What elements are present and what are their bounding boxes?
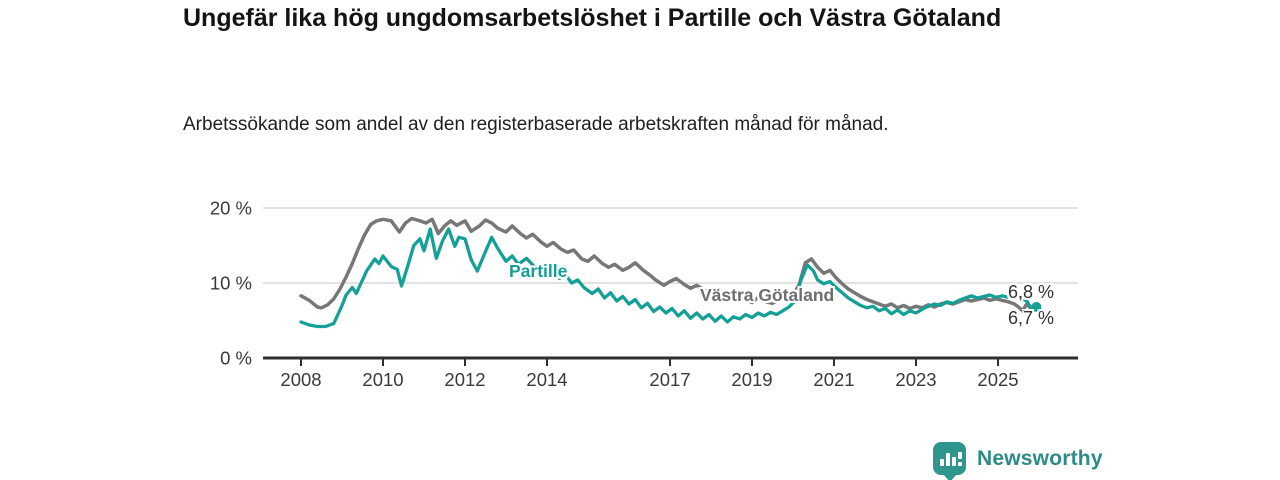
end-value-label-partille: 6,8 % <box>1008 282 1055 302</box>
logo-exclamation-icon <box>958 452 962 459</box>
newsworthy-wordmark: Newsworthy <box>977 446 1103 470</box>
x-axis-tick-label: 2025 <box>977 369 1018 390</box>
x-axis-tick-label: 2021 <box>813 369 854 390</box>
series-line-västra-götaland <box>299 216 1033 313</box>
y-axis-tick-label: 10 % <box>210 273 252 294</box>
series-line-partille <box>299 227 1033 329</box>
series-label-vastra-gotaland: Västra Götaland <box>700 285 835 305</box>
x-axis-tick-label: 2019 <box>731 369 772 390</box>
y-axis-tick-label: 0 % <box>220 348 252 369</box>
logo-bar-icon <box>940 459 944 466</box>
series-label-partille: Partille <box>509 261 568 281</box>
y-axis-tick-label: 20 % <box>210 198 252 219</box>
newsworthy-logo: Newsworthy <box>933 442 1103 480</box>
x-axis-tick-label: 2014 <box>526 369 567 390</box>
logo-bar-icon <box>946 453 950 466</box>
logo-bar-icon <box>952 457 956 466</box>
logo-exclamation-dot-icon <box>958 462 962 466</box>
x-axis-tick-label: 2017 <box>649 369 690 390</box>
newsworthy-logo-icon <box>933 442 966 480</box>
chart-title: Ungefär lika hög ungdomsarbetslöshet i P… <box>183 4 1002 32</box>
chart-subtitle: Arbetssökande som andel av den registerb… <box>183 114 889 135</box>
x-axis-tick-label: 2008 <box>280 369 321 390</box>
x-axis-tick-label: 2023 <box>895 369 936 390</box>
x-axis-tick-label: 2012 <box>444 369 485 390</box>
x-axis-tick-label: 2010 <box>362 369 403 390</box>
end-value-label-vastra-gotaland: 6,7 % <box>1008 308 1055 328</box>
